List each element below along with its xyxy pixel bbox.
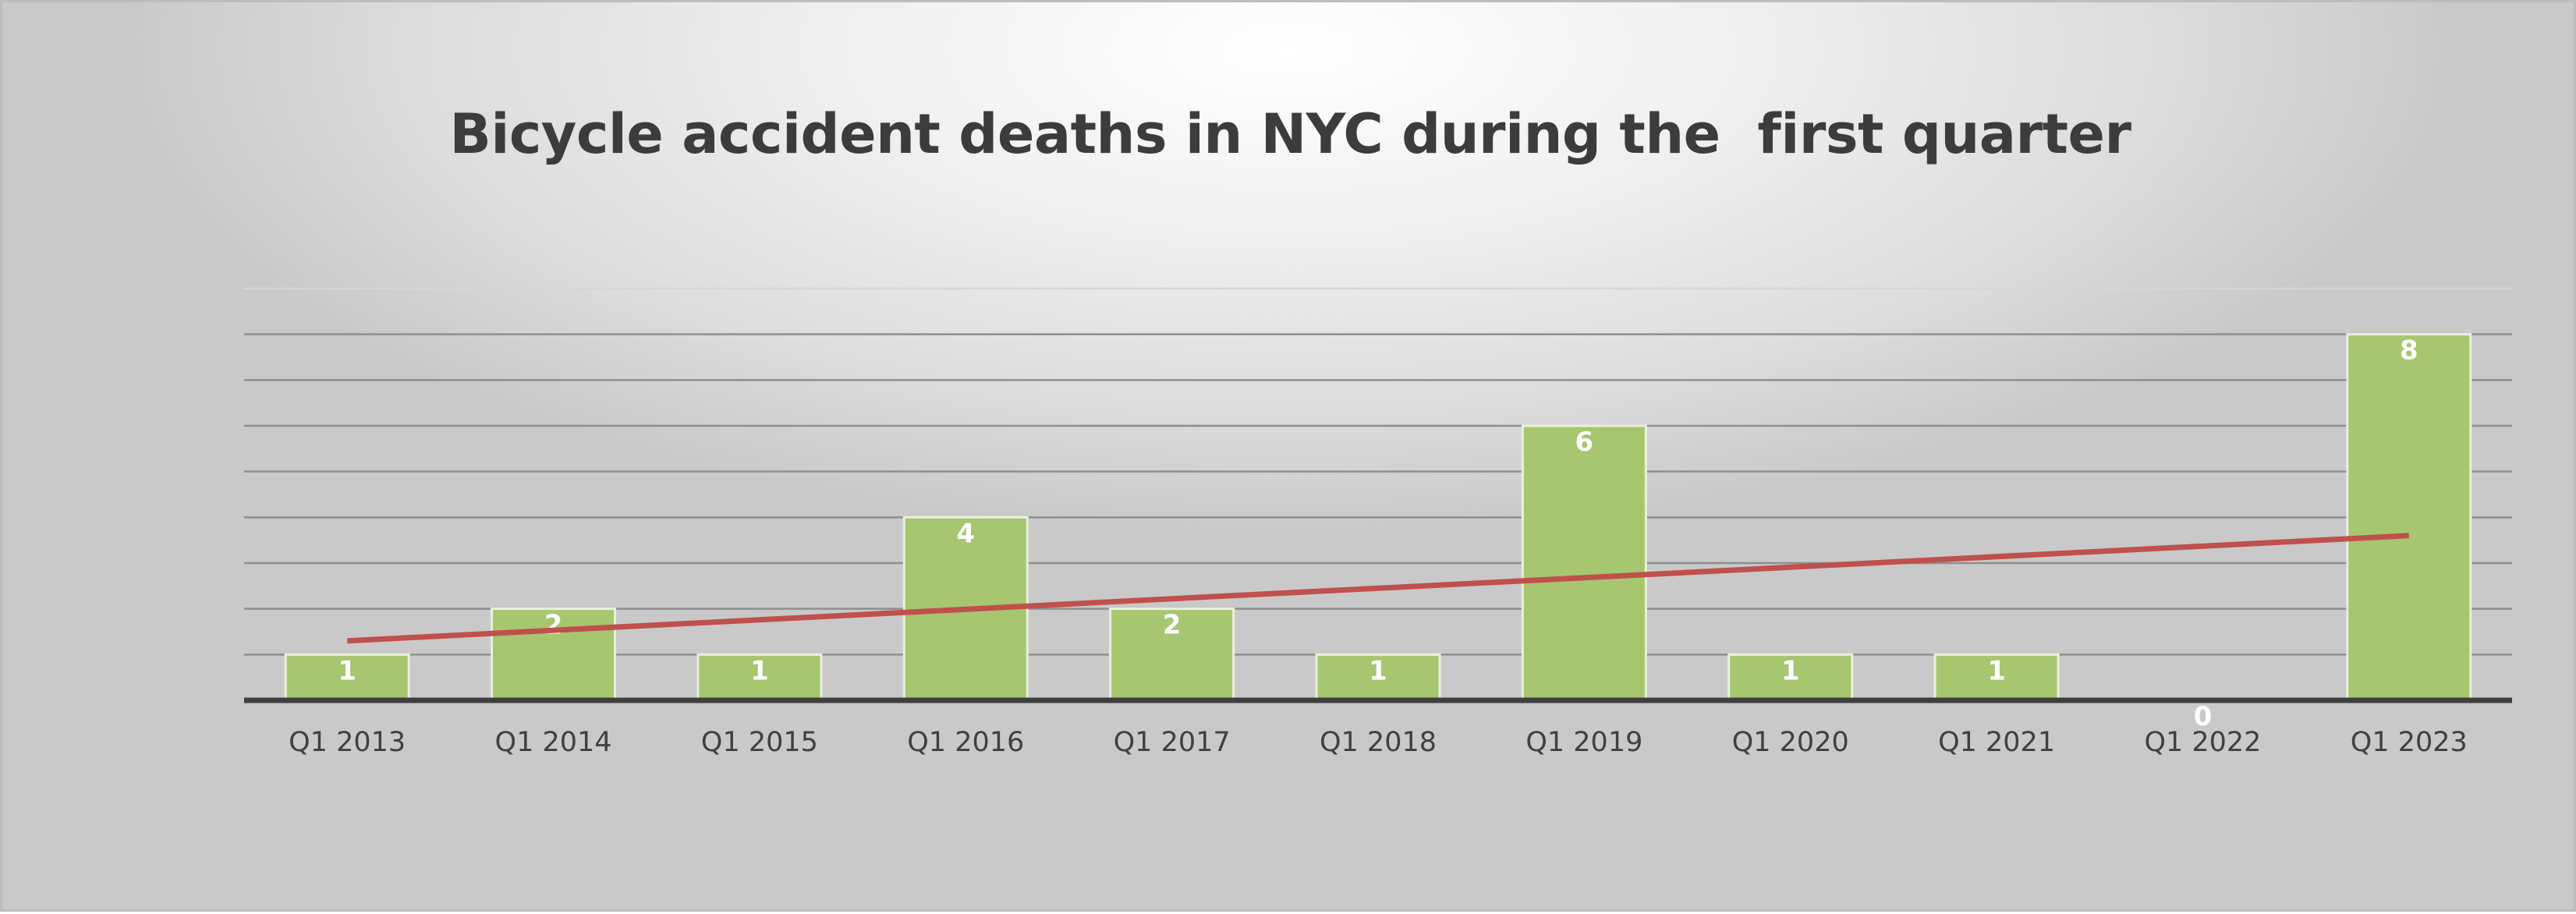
bar [696,653,823,702]
x-tick-label: Q1 2014 [495,727,612,758]
data-label: 0 [2194,701,2213,732]
x-tick-label: Q1 2021 [1938,727,2055,758]
bar [2346,333,2472,702]
x-tick-label: Q1 2015 [701,727,818,758]
data-label: 6 [1575,427,1594,458]
data-label: 2 [544,610,563,641]
x-tick-label: Q1 2023 [2351,727,2468,758]
bar [1933,653,2060,702]
x-tick-label: Q1 2019 [1525,727,1642,758]
chart-title: Bicycle accident deaths in NYC during th… [449,102,2131,166]
data-label: 4 [956,518,975,549]
bar [284,653,410,702]
x-tick-label: Q1 2017 [1114,727,1231,758]
x-tick-label: Q1 2020 [1732,727,1849,758]
gridlines [244,287,2512,656]
x-tick-label: Q1 2022 [2144,727,2261,758]
x-tick-label: Q1 2013 [289,727,406,758]
data-label: 1 [1781,655,1800,686]
data-label: 1 [750,655,769,686]
x-tick-labels: Q1 2013 Q1 2014 Q1 2015 Q1 2016 Q1 2017 Q1 20… [289,727,2468,758]
trendline [347,533,2409,644]
data-label: 1 [1369,655,1387,686]
bar [1521,424,1647,702]
x-tick-label: Q1 2018 [1320,727,1437,758]
x-tick-label: Q1 2016 [907,727,1024,758]
bar [1315,653,1441,702]
data-label: 8 [2400,335,2418,367]
data-label: 1 [338,655,356,686]
bar [1727,653,1854,702]
data-label: 2 [1163,610,1182,641]
data-label: 1 [1987,655,2006,686]
